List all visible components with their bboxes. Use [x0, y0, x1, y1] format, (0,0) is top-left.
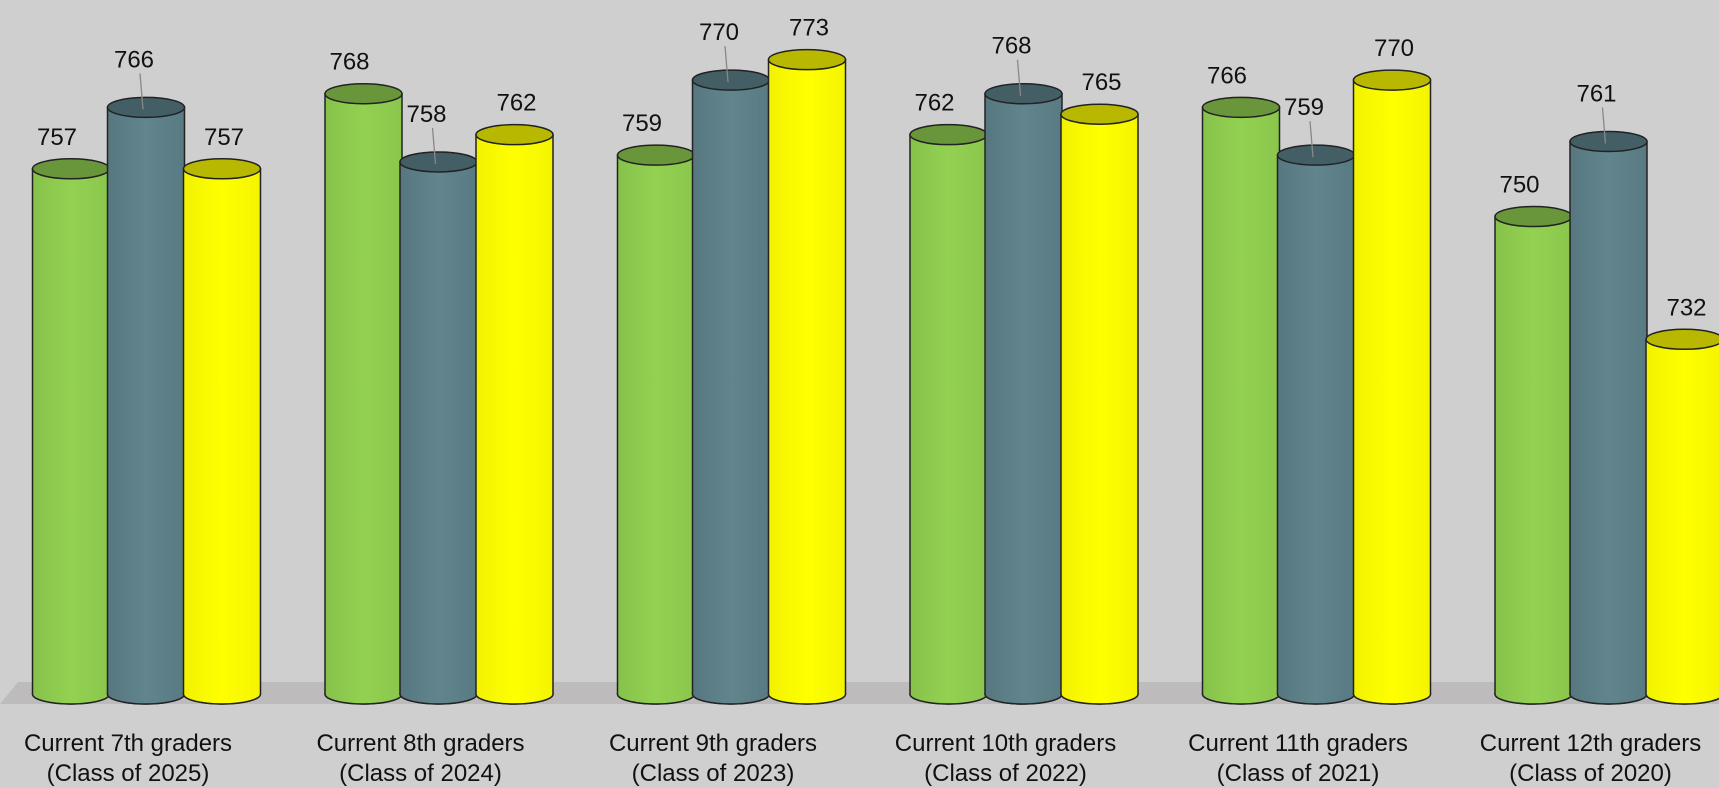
cylinder-body: [691, 79, 771, 705]
cylinder-bar: [1494, 205, 1573, 705]
cylinder-top: [1276, 144, 1356, 166]
category-label: (Class of 2022): [924, 760, 1087, 787]
category-label: (Class of 2025): [47, 760, 210, 787]
cylinder-body: [1645, 338, 1719, 705]
data-label: 773: [789, 15, 829, 42]
cylinder-top: [475, 123, 554, 146]
cylinder-bar: [1645, 328, 1719, 705]
cylinder-body: [1201, 106, 1281, 705]
data-label: 765: [1081, 69, 1121, 96]
cylinder-bar: [182, 158, 262, 705]
category-label: Current 11th graders: [1188, 730, 1408, 757]
cylinder-bar: [691, 69, 771, 705]
data-label: 770: [1374, 35, 1414, 62]
data-label: 732: [1666, 294, 1706, 321]
cylinder-top: [1352, 69, 1432, 91]
leader-line: [431, 127, 437, 165]
data-label: 766: [1207, 62, 1247, 89]
data-label: 768: [991, 33, 1031, 60]
cylinder-top: [767, 48, 847, 71]
category-label: (Class of 2020): [1509, 760, 1672, 787]
cylinder-top: [909, 123, 988, 146]
data-label: 770: [699, 19, 739, 46]
category-label: Current 10th graders: [895, 730, 1116, 757]
data-label: 759: [1284, 94, 1324, 121]
data-label: 757: [204, 124, 244, 151]
cylinder-bar: [616, 144, 696, 705]
cylinder-top: [1569, 130, 1648, 153]
category-label: (Class of 2023): [632, 760, 795, 787]
cylinder-bar: [31, 158, 111, 705]
cylinder-top: [1060, 103, 1139, 125]
cylinder-bar: [767, 48, 847, 705]
cylinder-top: [1645, 328, 1719, 351]
leader-line: [139, 73, 144, 110]
data-label: 766: [114, 46, 154, 73]
cylinder-top: [616, 144, 696, 166]
cylinder-body: [767, 58, 847, 705]
cylinder-top: [1494, 205, 1573, 228]
cylinder-bar: [324, 82, 403, 705]
cylinder-body: [324, 92, 403, 705]
category-label: Current 7th graders: [24, 730, 232, 757]
cylinder-body: [1352, 79, 1432, 705]
cylinder-bar: [1060, 103, 1139, 705]
leader-line: [724, 46, 729, 83]
cylinder-body: [909, 133, 988, 705]
cylinder-bar: [399, 151, 478, 705]
leader-line: [1016, 59, 1022, 96]
cylinder-top: [1201, 96, 1281, 119]
labels-layer: 757 766 757 Current 7th graders (Class of 20…: [24, 15, 1707, 787]
cylinder-body: [616, 154, 696, 705]
cylinder-bar: [1276, 144, 1356, 705]
data-label: 759: [622, 110, 662, 137]
category-label: (Class of 2024): [339, 760, 502, 787]
cylinder-bar: [984, 82, 1063, 705]
cylinder-top: [324, 82, 403, 105]
cylinder-top: [691, 69, 771, 91]
category-label: Current 12th graders: [1480, 730, 1701, 757]
cylinder-body: [31, 168, 111, 705]
data-label: 757: [37, 124, 77, 151]
cylinder-bar: [475, 123, 554, 705]
cylinder-body: [399, 161, 478, 705]
data-label: 762: [496, 90, 536, 117]
cylinder-body: [106, 106, 186, 705]
category-label: Current 8th graders: [316, 730, 524, 757]
leader-line: [1601, 107, 1607, 144]
category-label: (Class of 2021): [1217, 760, 1380, 787]
cylinder-top: [182, 158, 262, 180]
cylinder-bar: [1569, 130, 1648, 705]
data-label: 758: [406, 101, 446, 128]
category-label: Current 9th graders: [609, 730, 817, 757]
data-label: 768: [329, 49, 369, 76]
cylinder-bar: [1352, 69, 1432, 705]
cylinder-bar: [106, 96, 186, 705]
cylinder-bar: [1201, 96, 1281, 705]
cylinder-body: [1276, 154, 1356, 705]
bars-layer: [31, 48, 1719, 705]
data-label: 761: [1576, 80, 1616, 107]
cylinder-top: [399, 151, 478, 173]
cylinder-bar: [909, 123, 988, 705]
data-label: 762: [914, 90, 954, 117]
leader-line: [1309, 121, 1314, 158]
cylinder-body: [1569, 140, 1648, 705]
cylinder-body: [182, 168, 262, 705]
cylinder-body: [984, 92, 1063, 705]
data-label: 750: [1499, 172, 1539, 199]
cylinder-body: [1494, 215, 1573, 705]
cylinder-top: [31, 158, 111, 180]
cylinder-top: [984, 82, 1063, 105]
cylinder-body: [475, 133, 554, 705]
cylinder-body: [1060, 113, 1139, 705]
cylinder-top: [106, 96, 186, 119]
